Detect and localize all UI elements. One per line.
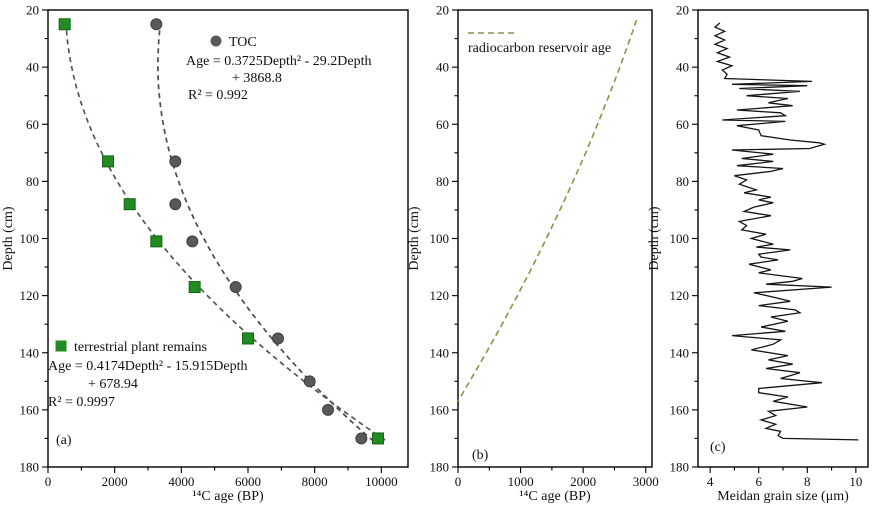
x-tick-label: 4	[707, 474, 714, 489]
y-tick-label: 140	[20, 345, 40, 360]
y-tick-label: 80	[676, 174, 689, 189]
data-point-square	[102, 155, 114, 168]
y-tick-label: 120	[430, 288, 450, 303]
x-tick-label: 2000	[102, 474, 128, 489]
panel-a: 20 40 60 80 100 120 140 160 180 0 2000 4000 6000 8000…	[1, 3, 409, 504]
legend-circle-marker	[210, 35, 222, 47]
y-tick-label: 100	[670, 231, 690, 246]
panel-label: (a)	[56, 433, 72, 448]
y-axis-label: Depth (cm)	[407, 206, 422, 270]
y-tick-label: 140	[670, 345, 690, 360]
y-tick-label: 60	[436, 117, 449, 132]
y-tick-label: 140	[430, 345, 450, 360]
data-point-circle	[303, 375, 316, 388]
y-tick-label: 100	[20, 231, 40, 246]
y-tick-label: 60	[26, 117, 39, 132]
annotation-text: radiocarbon reservoir age	[468, 41, 611, 56]
fit-curve	[157, 21, 375, 442]
x-tick-label: 6	[755, 474, 762, 489]
y-tick-label: 20	[436, 3, 449, 18]
y-tick-label: 180	[20, 460, 40, 475]
data-point-square	[123, 198, 136, 211]
data-point-circle	[322, 403, 334, 416]
data-point-square	[58, 18, 71, 31]
y-tick-label: 20	[26, 3, 39, 18]
x-tick-label: 0	[455, 474, 462, 489]
x-axis-label: Meidan grain size (μm)	[717, 489, 849, 504]
annotation-text: + 678.94	[88, 377, 138, 392]
data-point-circle	[355, 432, 368, 445]
x-tick-label: 8000	[302, 474, 328, 489]
y-tick-label: 180	[670, 460, 690, 475]
y-tick-label: 120	[20, 288, 40, 303]
data-point-circle	[169, 198, 182, 211]
annotation-text: R² = 0.9997	[48, 395, 115, 410]
y-axis-label: Depth (cm)	[647, 206, 662, 270]
annotation-text: Age = 0.4174Depth² - 15.915Depth	[48, 359, 248, 374]
data-point-square	[372, 432, 384, 445]
annotation-text: + 3868.8	[232, 71, 282, 86]
x-tick-label: 10000	[365, 474, 398, 489]
data-point-square	[150, 235, 163, 248]
legend-square-marker	[55, 340, 67, 352]
y-tick-label: 80	[436, 174, 449, 189]
annotation-text: R² = 0.992	[188, 88, 248, 103]
data-point-square	[242, 332, 254, 345]
data-point-circle	[150, 18, 163, 31]
y-tick-label: 100	[430, 231, 450, 246]
x-tick-label: 3000	[633, 474, 659, 489]
annotation-text: Age = 0.3725Depth² - 29.2Depth	[186, 54, 372, 69]
x-tick-label: 8	[804, 474, 811, 489]
panel-frame	[457, 9, 653, 468]
x-tick-label: 4000	[168, 474, 194, 489]
y-tick-label: 60	[676, 117, 689, 132]
y-tick-label: 20	[676, 3, 689, 18]
y-axis-label: Depth (cm)	[1, 206, 16, 270]
data-point-circle	[229, 281, 242, 294]
y-tick-label: 160	[20, 402, 40, 417]
panel-label: (b)	[472, 448, 489, 463]
x-tick-label: 6000	[235, 474, 261, 489]
y-tick-label: 120	[670, 288, 690, 303]
panel-label: (c)	[710, 440, 726, 455]
x-tick-label: 1000	[508, 474, 534, 489]
annotation-text: terrestrial plant remains	[74, 340, 207, 355]
y-tick-label: 40	[26, 60, 39, 75]
y-tick-label: 80	[26, 174, 39, 189]
x-axis-label: ¹⁴C age (BP)	[192, 489, 264, 504]
panel-b: 20 40 60 80 100 120 140 160 180 0 1000 2000 3000 ¹⁴C …	[407, 3, 659, 505]
dashed-curve	[457, 19, 638, 402]
data-point-square	[188, 281, 201, 294]
data-point-circle	[186, 235, 199, 248]
y-tick-label: 40	[676, 60, 689, 75]
x-axis-label: ¹⁴C age (BP)	[519, 489, 591, 504]
y-tick-label: 40	[436, 60, 449, 75]
y-tick-label: 160	[430, 402, 450, 417]
x-tick-label: 0	[45, 474, 52, 489]
x-tick-label: 10	[849, 474, 862, 489]
data-point-circle	[272, 332, 284, 345]
profile-line	[713, 22, 859, 441]
annotation-text: TOC	[229, 35, 257, 50]
x-tick-label: 2000	[570, 474, 596, 489]
y-tick-label: 160	[670, 402, 690, 417]
data-point-circle	[169, 155, 182, 168]
y-tick-label: 180	[430, 460, 450, 475]
